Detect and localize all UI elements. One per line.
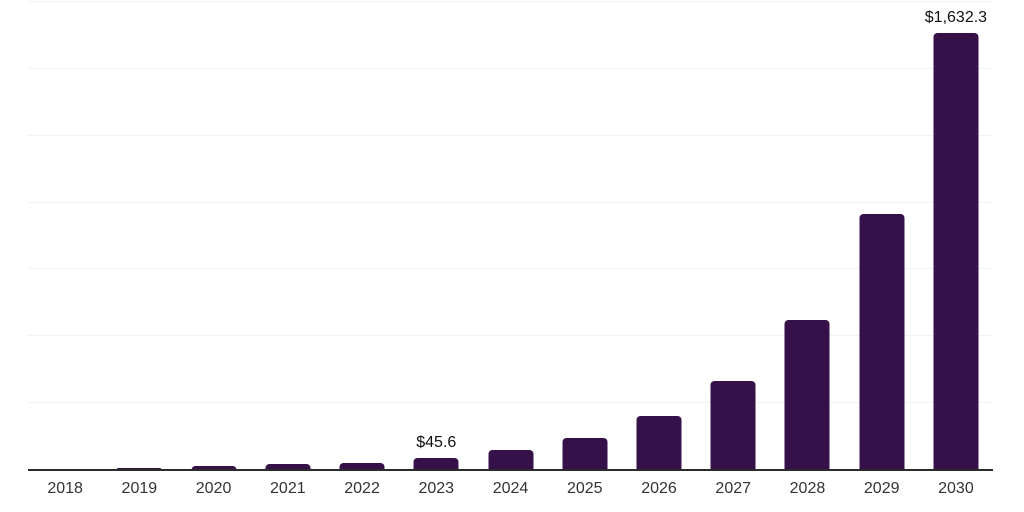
bar-slot-2018 [28,0,102,470]
value-label-2030: $1,632.3 [924,9,988,27]
bar-slot-2030: $1,632.3 [919,0,993,470]
bar-2019 [116,467,162,470]
bar-slot-2019 [102,0,176,470]
bar-slot-2020 [176,0,250,470]
bar-2022 [339,462,385,470]
bar-slot-2029 [845,0,919,470]
x-tick-label-2018: 2018 [47,480,83,497]
gridline [28,67,993,69]
x-tick-label-2027: 2027 [715,480,752,497]
gridline [28,335,993,337]
bar-2021 [265,464,311,470]
bar-2030 [933,33,979,470]
value-label-2023: $45.6 [416,433,457,451]
bar-2025 [562,438,608,470]
bar-2020 [191,465,237,470]
x-tick-label-2019: 2019 [121,480,158,497]
x-tick-label-2026: 2026 [641,480,677,497]
bar-slot-2021 [251,0,325,470]
bars-row: $45.6 $1,632.3 [28,0,993,470]
bar-2027 [710,380,756,470]
x-tick-label-2025: 2025 [566,480,603,497]
x-tick-label-2028: 2028 [789,480,826,497]
bar-2029 [859,213,905,470]
x-tick-label-2024: 2024 [492,480,529,497]
gridline [28,201,993,203]
bar-slot-2026 [622,0,696,470]
plot-area: $45.6 $1,632.3 [28,0,993,471]
bar-slot-2024 [473,0,547,470]
x-axis-labels: 2018 2019 2020 2021 2022 2023 2024 2025 2026 2027… [28,480,993,498]
bar-2028 [784,320,830,470]
gridline [28,268,993,270]
bar-2024 [488,449,534,470]
bar-slot-2025 [548,0,622,470]
x-tick-label-2020: 2020 [195,480,232,497]
bar-2026 [636,416,682,470]
x-tick-label-2029: 2029 [863,480,900,497]
gridline [28,134,993,136]
x-axis-line [28,469,993,471]
bar-slot-2022 [325,0,399,470]
gridline [28,1,993,2]
bar-slot-2028 [770,0,844,470]
bar-slot-2023: $45.6 [399,0,473,470]
x-tick-label-2021: 2021 [270,480,306,497]
x-tick-label-2030: 2030 [938,480,974,497]
x-tick-label-2022: 2022 [344,480,380,497]
bar-slot-2027 [696,0,770,470]
gridline [28,402,993,404]
x-tick-label-2023: 2023 [418,480,455,497]
bar-2023 [413,457,459,470]
